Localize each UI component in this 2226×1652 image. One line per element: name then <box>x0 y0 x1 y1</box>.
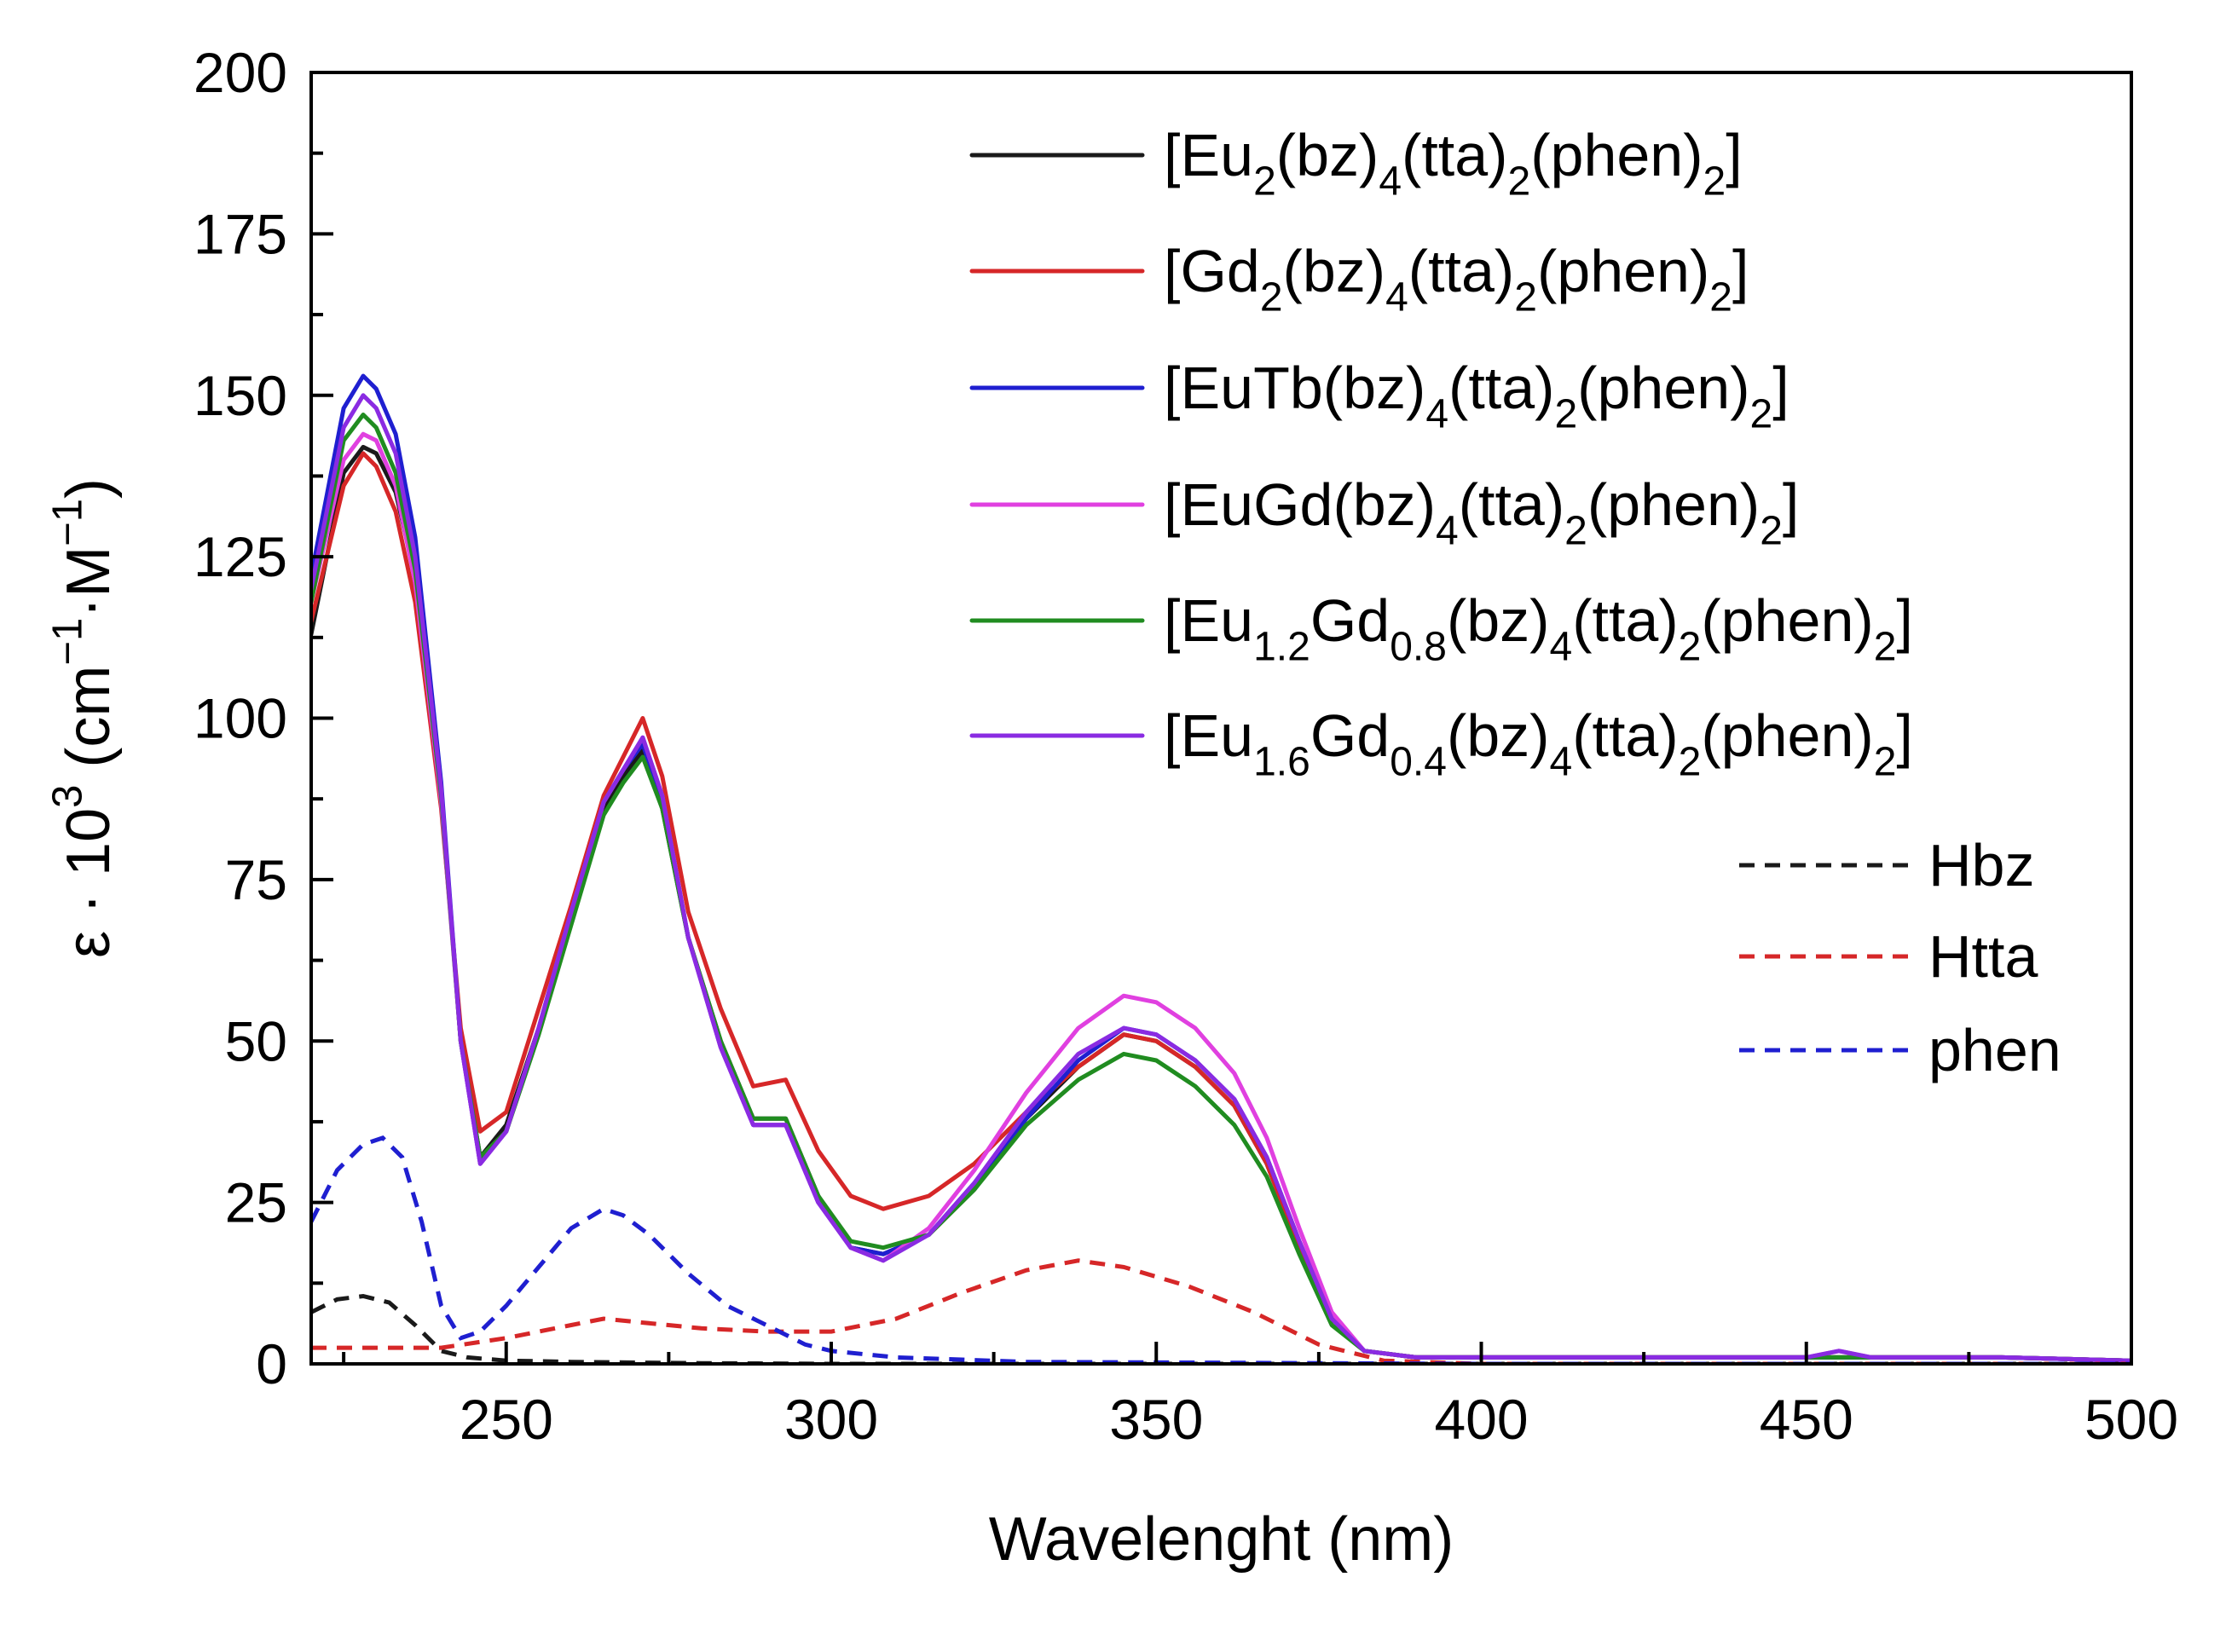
legend-label: [Gd2(bz)4(tta)2(phen)2] <box>1164 238 1749 320</box>
legend-entry: [Gd2(bz)4(tta)2(phen)2] <box>969 238 1749 320</box>
series-line-eu2-bz-4-tta-2-phen-2 <box>311 444 2131 1363</box>
legend-entry: [EuTb(bz)4(tta)2(phen)2] <box>969 355 1789 436</box>
series-layer <box>311 373 2131 1364</box>
legend-label: [Eu1.2Gd0.8(bz)4(tta)2(phen)2] <box>1164 587 1913 669</box>
series-line-phen <box>311 1135 2131 1364</box>
y-tick-label: 200 <box>194 41 287 104</box>
legend: [Eu2(bz)4(tta)2(phen)2] [Gd2(bz)4(tta)2(p… <box>969 122 2061 1083</box>
x-axis-title: Wavelenght (nm) <box>989 1505 1454 1574</box>
legend-label: [Eu2(bz)4(tta)2(phen)2] <box>1164 122 1743 204</box>
y-tick-label: 100 <box>194 687 287 750</box>
series-line-htta <box>311 1258 2131 1364</box>
y-tick-label: 75 <box>225 848 287 911</box>
legend-entry: [EuGd(bz)4(tta)2(phen)2] <box>969 471 1799 553</box>
y-tick-label: 50 <box>225 1009 287 1072</box>
series-line-eu1-2gd0-8-bz-4-tta-2-phen-2 <box>311 413 2131 1363</box>
x-tick-label: 350 <box>1109 1388 1203 1451</box>
legend-entry: [Eu1.2Gd0.8(bz)4(tta)2(phen)2] <box>969 587 1913 669</box>
legend-entry: [Eu2(bz)4(tta)2(phen)2] <box>969 122 1743 204</box>
series-line-eugd-bz-4-tta-2-phen-2 <box>311 431 2131 1363</box>
series-line-eu1-6gd0-4-bz-4-tta-2-phen-2 <box>311 393 2131 1363</box>
legend-entry: Hbz <box>1739 832 2034 898</box>
legend-entry: [Eu1.6Gd0.4(bz)4(tta)2(phen)2] <box>969 702 1913 784</box>
x-tick-label: 450 <box>1760 1388 1853 1451</box>
legend-entry: phen <box>1739 1017 2061 1083</box>
legend-label: Htta <box>1928 923 2038 990</box>
legend-label: [Eu1.6Gd0.4(bz)4(tta)2(phen)2] <box>1164 702 1913 784</box>
axes: 250 300 350 400 450 500 0 25 50 75 100 125 150 175 200… <box>45 41 2178 1574</box>
legend-label: [EuGd(bz)4(tta)2(phen)2] <box>1164 471 1799 553</box>
x-tick-label: 300 <box>784 1388 878 1451</box>
y-tick-label: 0 <box>256 1332 287 1395</box>
x-tick-label: 500 <box>2084 1388 2178 1451</box>
legend-label: [EuTb(bz)4(tta)2(phen)2] <box>1164 355 1789 436</box>
legend-entry: Htta <box>1739 923 2038 990</box>
x-tick-label: 400 <box>1434 1388 1528 1451</box>
y-tick-label: 125 <box>194 525 287 588</box>
x-tick-label: 250 <box>460 1388 553 1451</box>
y-tick-label: 175 <box>194 202 287 265</box>
y-axis-title: ε · 103 (cm−1·M−1) <box>45 478 123 958</box>
y-tick-label: 25 <box>225 1171 287 1234</box>
y-tick-label: 150 <box>194 364 287 427</box>
legend-label: Hbz <box>1928 832 2034 898</box>
legend-label: phen <box>1928 1017 2061 1083</box>
